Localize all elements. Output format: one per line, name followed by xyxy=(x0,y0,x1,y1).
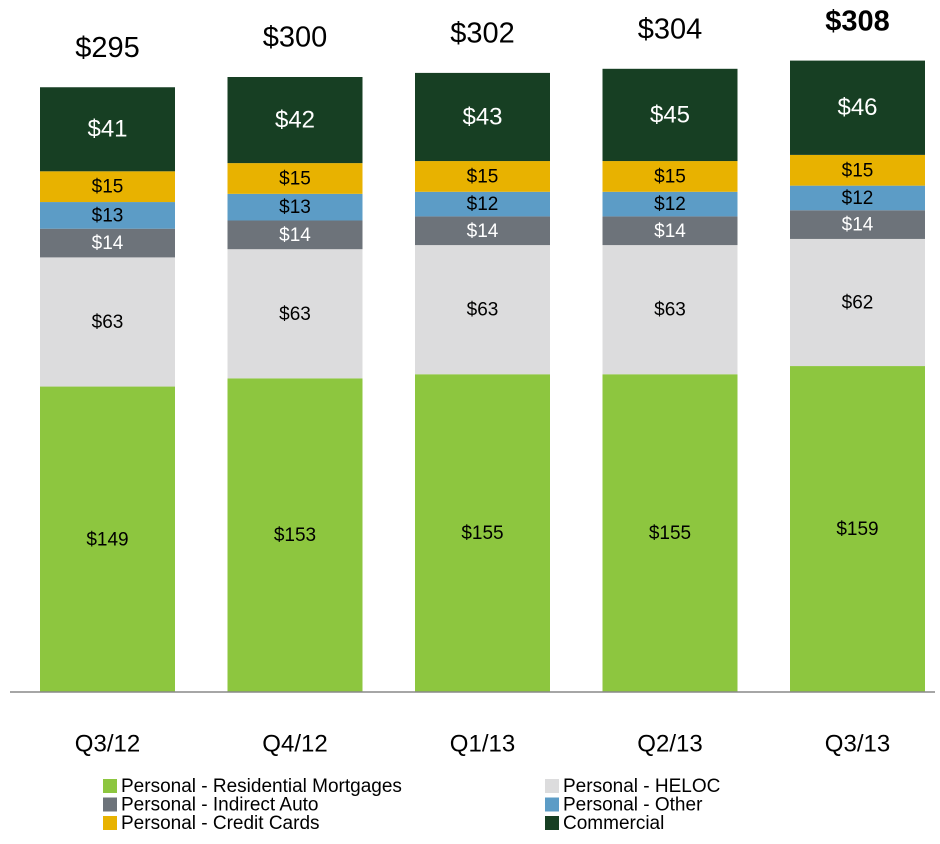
bar-segment xyxy=(790,238,925,367)
value-label: $155 xyxy=(649,523,691,544)
value-label: $46 xyxy=(837,94,877,121)
bar-segment xyxy=(227,249,363,379)
bar-segment xyxy=(602,245,738,375)
bar-segment xyxy=(40,386,175,692)
value-label: $15 xyxy=(467,166,499,187)
bar-segment xyxy=(227,220,363,250)
bar-segment xyxy=(790,154,925,186)
value-label: $15 xyxy=(92,177,124,198)
value-label: $43 xyxy=(462,103,502,130)
value-label: $45 xyxy=(650,101,690,128)
bar-segment xyxy=(227,77,363,164)
legend-label: Commercial xyxy=(563,813,664,834)
x-tick-label: Q3/13 xyxy=(825,730,890,757)
bar-segment xyxy=(602,374,738,692)
bar-segment xyxy=(602,68,738,162)
bar-segment xyxy=(602,216,738,246)
value-label: $62 xyxy=(842,293,874,314)
value-label: $63 xyxy=(279,304,311,325)
value-label: $14 xyxy=(467,221,499,242)
value-label: $14 xyxy=(92,233,124,254)
value-label: $153 xyxy=(274,525,316,546)
legend-swatch xyxy=(545,797,559,812)
bar-segment xyxy=(40,228,175,258)
bar-segment xyxy=(415,245,550,375)
bar-segment xyxy=(40,202,175,229)
bar-segment xyxy=(227,193,363,221)
value-label: $13 xyxy=(92,205,124,226)
bar-segment xyxy=(790,185,925,211)
bar-segment xyxy=(227,163,363,194)
legend-label: Personal - HELOC xyxy=(563,776,720,797)
bar-segment xyxy=(40,171,175,203)
total-label: $304 xyxy=(638,13,703,45)
value-label: $42 xyxy=(275,106,315,133)
value-label: $14 xyxy=(279,225,311,246)
value-label: $14 xyxy=(654,221,686,242)
bar-segment xyxy=(40,257,175,387)
value-label: $63 xyxy=(654,300,686,321)
total-label: $308 xyxy=(825,5,890,37)
legend-swatch xyxy=(545,816,559,830)
value-label: $41 xyxy=(87,116,127,143)
legend-swatch xyxy=(545,779,559,793)
bar-segment xyxy=(415,374,550,692)
bar-segment xyxy=(415,191,550,217)
bar-segment xyxy=(415,216,550,246)
total-label: $295 xyxy=(75,32,140,64)
legend-label: Personal - Credit Cards xyxy=(121,813,320,834)
bar-segment xyxy=(602,191,738,217)
value-label: $13 xyxy=(279,197,311,218)
legend-label: Personal - Other xyxy=(563,795,703,816)
value-label: $159 xyxy=(836,519,878,540)
legend-swatch xyxy=(103,779,117,793)
bar-segment xyxy=(227,378,363,692)
bar-segment xyxy=(602,161,738,192)
value-label: $63 xyxy=(467,300,499,321)
x-tick-label: Q4/12 xyxy=(262,730,327,757)
value-label: $12 xyxy=(467,194,499,215)
value-label: $14 xyxy=(842,215,874,236)
value-label: $15 xyxy=(279,168,311,189)
bar-segment xyxy=(790,366,925,692)
x-tick-label: Q3/12 xyxy=(75,730,140,757)
bar-segment xyxy=(790,210,925,239)
bar-segment xyxy=(415,161,550,192)
bar-segment xyxy=(415,72,550,162)
value-label: $12 xyxy=(654,194,686,215)
bar-segment xyxy=(40,87,175,172)
legend-swatch xyxy=(103,797,117,812)
legend-label: Personal - Indirect Auto xyxy=(121,795,319,816)
x-tick-label: Q2/13 xyxy=(637,730,702,757)
legend-swatch xyxy=(103,816,117,830)
value-label: $155 xyxy=(461,523,503,544)
value-label: $15 xyxy=(842,160,874,181)
value-label: $149 xyxy=(86,529,128,550)
bar-segment xyxy=(790,60,925,155)
value-label: $12 xyxy=(842,188,874,209)
value-label: $15 xyxy=(654,166,686,187)
value-label: $63 xyxy=(92,312,124,333)
total-label: $300 xyxy=(263,22,328,54)
x-tick-label: Q1/13 xyxy=(450,730,515,757)
legend-label: Personal - Residential Mortgages xyxy=(121,776,402,797)
total-label: $302 xyxy=(450,18,515,50)
